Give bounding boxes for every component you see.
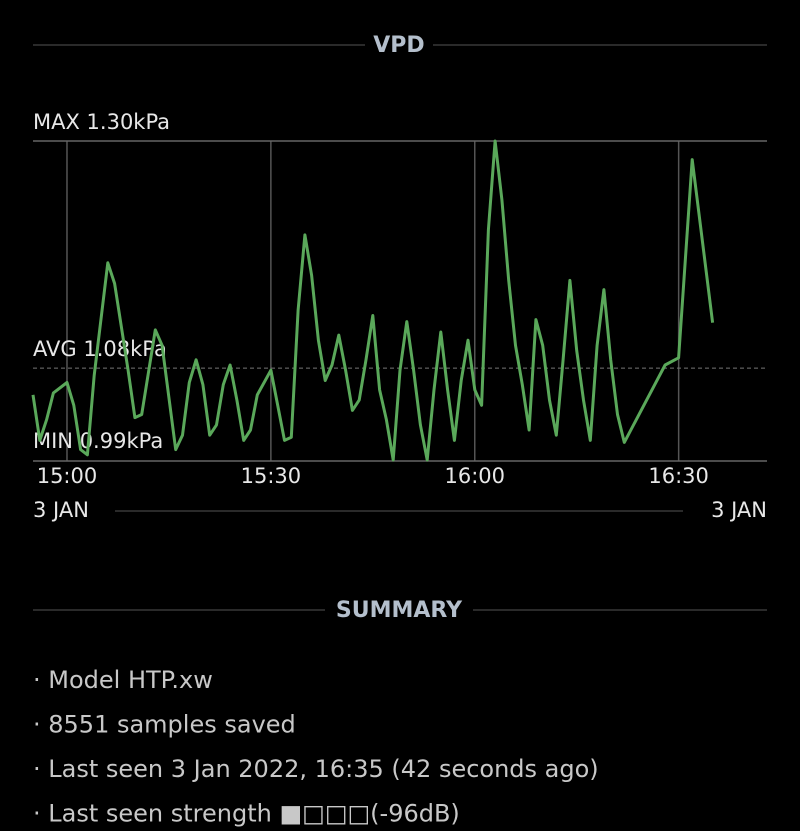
max-label: MAX 1.30kPa <box>33 110 170 134</box>
date-start: 3 JAN <box>33 498 89 522</box>
section-title: SUMMARY <box>336 598 463 623</box>
summary-item: · Last seen 3 Jan 2022, 16:35 (42 second… <box>33 755 599 783</box>
x-tick-label: 15:00 <box>37 464 98 488</box>
summary-item: · Last seen strength ■□□□(-96dB) <box>33 800 460 828</box>
date-end: 3 JAN <box>711 498 767 522</box>
x-tick-label: 16:30 <box>648 464 709 488</box>
section-title: VPD <box>373 33 424 58</box>
min-label: MIN 0.99kPa <box>33 429 163 453</box>
x-tick-label: 16:00 <box>444 464 505 488</box>
summary-item: · 8551 samples saved <box>33 711 296 739</box>
avg-label: AVG 1.08kPa <box>33 337 167 361</box>
x-tick-label: 15:30 <box>241 464 302 488</box>
data-line <box>31 139 715 462</box>
summary-item: · Model HTP.xw <box>33 666 213 694</box>
